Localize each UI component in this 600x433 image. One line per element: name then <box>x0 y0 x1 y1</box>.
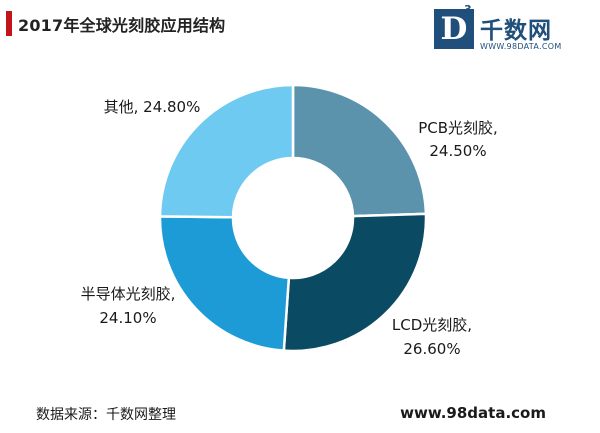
slice-pcb <box>291 83 428 218</box>
slice-label-lcd: LCD光刻胶, <box>392 316 472 334</box>
slice-value-semiconductor: 24.10% <box>99 309 156 327</box>
chart-title: 2017年全球光刻胶应用结构 <box>18 16 226 35</box>
slice-label-other: 其他, 24.80% <box>104 98 201 116</box>
slice-lcd <box>282 212 428 353</box>
site-url: www.98data.com <box>400 404 546 422</box>
logo-superscript: 3 <box>464 3 472 16</box>
logo-url: WWW.98DATA.COM <box>480 42 562 51</box>
slice-other <box>158 83 295 219</box>
slice-value-pcb: 24.50% <box>429 142 486 160</box>
slice-label-pcb: PCB光刻胶, <box>418 119 498 137</box>
logo-name: 千数网 <box>480 18 552 44</box>
slice-semiconductor <box>158 215 291 353</box>
title-accent-bar <box>6 11 12 36</box>
brand-logo: D 3 千数网 WWW.98DATA.COM <box>434 3 594 57</box>
slice-label-semiconductor: 半导体光刻胶, <box>81 285 176 303</box>
slice-value-lcd: 26.60% <box>403 340 460 358</box>
data-source: 数据来源：千数网整理 <box>36 407 176 423</box>
logo-mark: D <box>434 9 474 49</box>
